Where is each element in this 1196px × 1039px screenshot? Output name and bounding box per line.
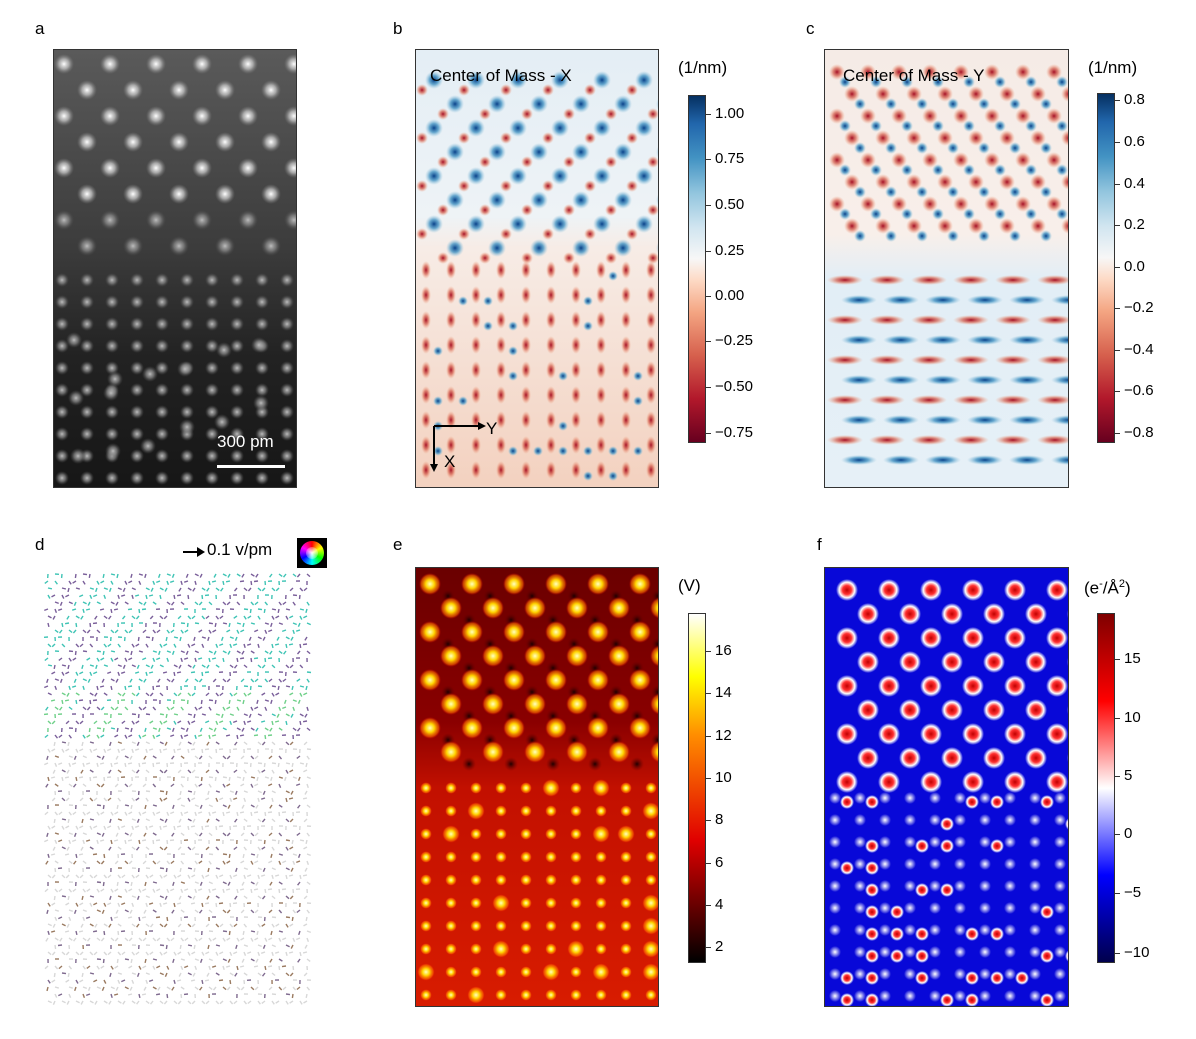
panel-c-title: Center of Mass - Y	[843, 66, 985, 85]
colorbar-tick-label: 2	[715, 938, 724, 955]
panel-b-unit: (1/nm)	[678, 58, 728, 77]
panel-b-colorbar	[688, 95, 706, 443]
colorbar-tickmark	[706, 296, 711, 297]
panel-c-com-y-image: Center of Mass - Y	[824, 49, 1069, 488]
panel-a-letter: a	[35, 19, 45, 38]
colorbar-tickmark	[706, 820, 711, 821]
colorbar-tick-label: −0.75	[715, 424, 753, 441]
colorbar-tickmark	[1115, 953, 1120, 954]
colorbar-tickmark	[1115, 308, 1120, 309]
colorbar-tick-label: 0.50	[715, 196, 745, 213]
colorbar-tickmark	[706, 947, 711, 948]
colorbar-tickmark	[706, 251, 711, 252]
colorbar-tick-label: −0.4	[1124, 341, 1154, 358]
axis-y-label: Y	[486, 419, 498, 438]
colorbar-tickmark	[706, 341, 711, 342]
panel-f-charge-image	[824, 567, 1069, 1007]
panel-f-colorbar	[1097, 613, 1115, 963]
colorbar-tick-label: 12	[715, 727, 732, 744]
colorbar-tick-label: 0.75	[715, 150, 745, 167]
axis-x-label: X	[444, 452, 456, 471]
colorbar-tickmark	[1115, 433, 1120, 434]
colorbar-tick-label: 0.4	[1124, 175, 1145, 192]
panel-b-letter: b	[393, 19, 403, 38]
colorbar-tickmark	[706, 736, 711, 737]
legend-arrow-icon	[183, 547, 205, 557]
panel-e-letter: e	[393, 535, 403, 554]
colorbar-tick-label: 16	[715, 642, 732, 659]
colorbar-tickmark	[1115, 718, 1120, 719]
colorbar-tickmark	[706, 778, 711, 779]
panel-c-unit: (1/nm)	[1088, 58, 1138, 77]
colorbar-tickmark	[1115, 659, 1120, 660]
haadf-lattice	[54, 50, 296, 487]
colorbar-tick-label: 6	[715, 854, 724, 871]
colorbar-tickmark	[706, 114, 711, 115]
colorbar-tick-label: 0.8	[1124, 91, 1145, 108]
colorbar-tickmark	[706, 205, 711, 206]
colorbar-tick-label: 0.2	[1124, 216, 1145, 233]
panel-c-colorbar	[1097, 93, 1115, 443]
colorbar-tickmark	[1115, 776, 1120, 777]
colorbar-tickmark	[1115, 225, 1120, 226]
panel-e-colorbar	[688, 613, 706, 963]
colorbar-tick-label: 0.25	[715, 242, 745, 259]
colorbar-tickmark	[1115, 100, 1120, 101]
panel-d-letter: d	[35, 535, 45, 554]
panel-a-haadf-image: 300 pm	[53, 49, 297, 488]
color-wheel-icon	[297, 538, 327, 568]
colorbar-tickmark	[1115, 834, 1120, 835]
colorbar-tick-label: 8	[715, 811, 724, 828]
colorbar-tickmark	[706, 159, 711, 160]
panel-e-unit: (V)	[678, 576, 701, 595]
colorbar-tick-label: −0.2	[1124, 299, 1154, 316]
colorbar-tick-label: −0.8	[1124, 424, 1154, 441]
colorbar-tick-label: 10	[1124, 709, 1141, 726]
colorbar-tick-label: 0.0	[1124, 258, 1145, 275]
colorbar-tick-label: 0	[1124, 825, 1133, 842]
panel-d-legend-label: 0.1 v/pm	[207, 540, 273, 559]
axis-arrows	[430, 422, 486, 472]
panel-b-com-x-image: Center of Mass - X Y X	[415, 49, 659, 488]
colorbar-tick-label: 0.00	[715, 287, 745, 304]
panel-b-title: Center of Mass - X	[430, 66, 572, 85]
colorbar-tickmark	[706, 651, 711, 652]
colorbar-tickmark	[706, 387, 711, 388]
colorbar-tickmark	[1115, 267, 1120, 268]
colorbar-tick-label: 4	[715, 896, 724, 913]
colorbar-tick-label: 5	[1124, 767, 1133, 784]
colorbar-tickmark	[1115, 142, 1120, 143]
colorbar-tick-label: −0.50	[715, 378, 753, 395]
com-x-map	[416, 50, 658, 487]
charge-density-map	[825, 568, 1068, 1006]
colorbar-tickmark	[1115, 391, 1120, 392]
colorbar-tick-label: 15	[1124, 650, 1141, 667]
colorbar-tick-label: −0.6	[1124, 382, 1154, 399]
colorbar-tick-label: 14	[715, 684, 732, 701]
colorbar-tickmark	[706, 905, 711, 906]
com-y-map	[825, 50, 1068, 487]
colorbar-tick-label: −5	[1124, 884, 1142, 901]
colorbar-tickmark	[1115, 350, 1120, 351]
colorbar-tickmark	[706, 433, 711, 434]
panel-e-potential-image	[415, 567, 659, 1007]
colorbar-tickmark	[1115, 184, 1120, 185]
colorbar-tick-label: 1.00	[715, 105, 745, 122]
colorbar-tick-label: −10	[1124, 944, 1150, 961]
scalebar	[217, 465, 285, 468]
panel-f-unit: (e-/Å2)	[1084, 578, 1131, 598]
panel-f-letter: f	[817, 535, 822, 554]
colorbar-tick-label: 0.6	[1124, 133, 1145, 150]
colorbar-tickmark	[706, 693, 711, 694]
colorbar-tickmark	[1115, 893, 1120, 894]
scalebar-label: 300 pm	[217, 432, 274, 451]
colorbar-tick-label: −0.25	[715, 332, 753, 349]
colorbar-tick-label: 10	[715, 769, 732, 786]
potential-map	[416, 568, 658, 1006]
colorbar-tickmark	[706, 863, 711, 864]
panel-c-letter: c	[806, 19, 815, 38]
panel-d-vector-field	[43, 568, 322, 1008]
